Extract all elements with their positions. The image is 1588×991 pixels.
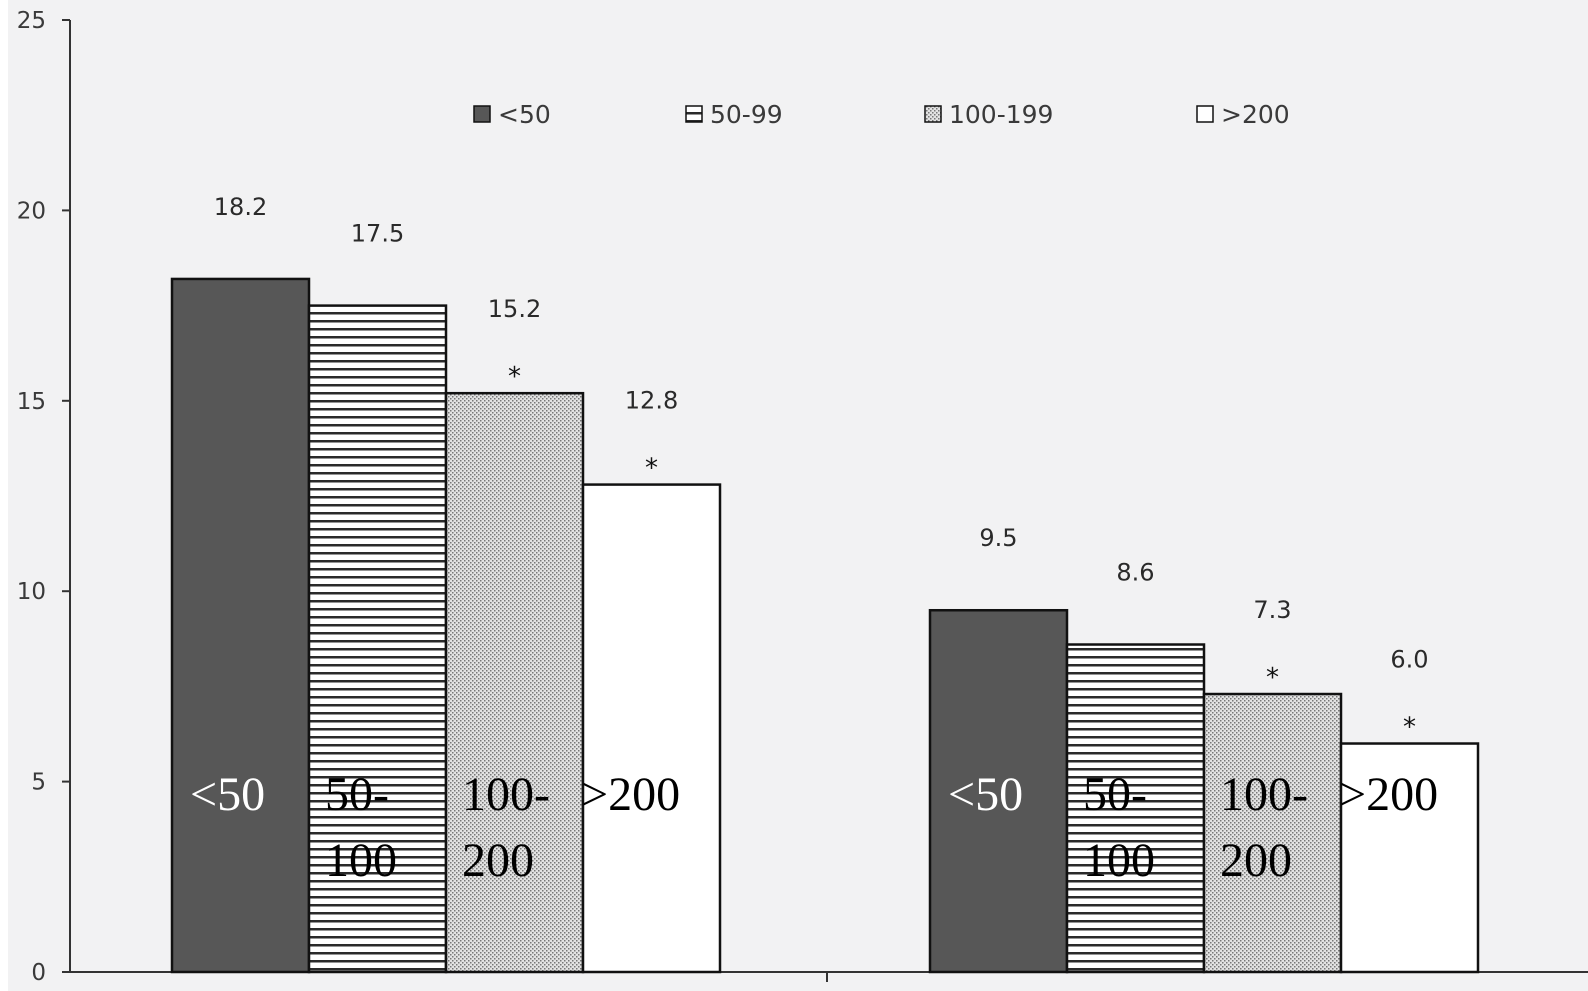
bar-category-label: <50 <box>948 768 1023 821</box>
significance-star: * <box>508 362 521 392</box>
data-label: 7.3 <box>1253 596 1291 624</box>
bar-category-label: 200 <box>462 834 534 887</box>
legend-swatch <box>473 105 491 123</box>
y-tick-label: 25 <box>17 8 46 34</box>
legend-swatch <box>685 105 703 123</box>
data-label: 18.2 <box>214 193 267 221</box>
data-label: 17.5 <box>351 220 404 248</box>
legend-label: 50-99 <box>710 100 783 129</box>
bar <box>928 608 1069 974</box>
bar-category-label: 100 <box>325 834 397 887</box>
y-tick-label: 0 <box>31 960 46 986</box>
significance-star: * <box>645 454 658 484</box>
data-label: 8.6 <box>1116 559 1154 587</box>
bar <box>170 277 311 974</box>
legend-label: 100-199 <box>949 100 1053 129</box>
bar <box>1339 742 1480 974</box>
legend-swatch <box>1196 105 1214 123</box>
data-label: 12.8 <box>625 387 678 415</box>
bar-category-label: 50- <box>325 768 389 821</box>
significance-star: * <box>1403 713 1416 743</box>
bar-category-label: >200 <box>1339 768 1438 821</box>
y-tick-label: 15 <box>17 389 46 415</box>
data-label: 15.2 <box>488 295 541 323</box>
legend-label: >200 <box>1221 100 1290 129</box>
y-tick-label: 5 <box>31 770 46 796</box>
legend-label: <50 <box>498 100 551 129</box>
legend-swatch <box>924 105 942 123</box>
bar <box>307 304 448 974</box>
bar-category-label: <50 <box>190 768 265 821</box>
bar-category-label: 100- <box>462 768 550 821</box>
bar <box>1202 692 1343 974</box>
significance-star: * <box>1266 663 1279 693</box>
bar <box>581 483 722 974</box>
bar-category-label: >200 <box>581 768 680 821</box>
bar-category-label: 100 <box>1083 834 1155 887</box>
bar <box>1065 643 1206 974</box>
data-label: 6.0 <box>1390 646 1428 674</box>
bar-category-label: 200 <box>1220 834 1292 887</box>
y-tick-label: 10 <box>17 579 46 605</box>
y-tick-label: 20 <box>17 198 46 224</box>
bar-category-label: 100- <box>1220 768 1308 821</box>
data-label: 9.5 <box>979 524 1017 552</box>
bar-category-label: 50- <box>1083 768 1147 821</box>
